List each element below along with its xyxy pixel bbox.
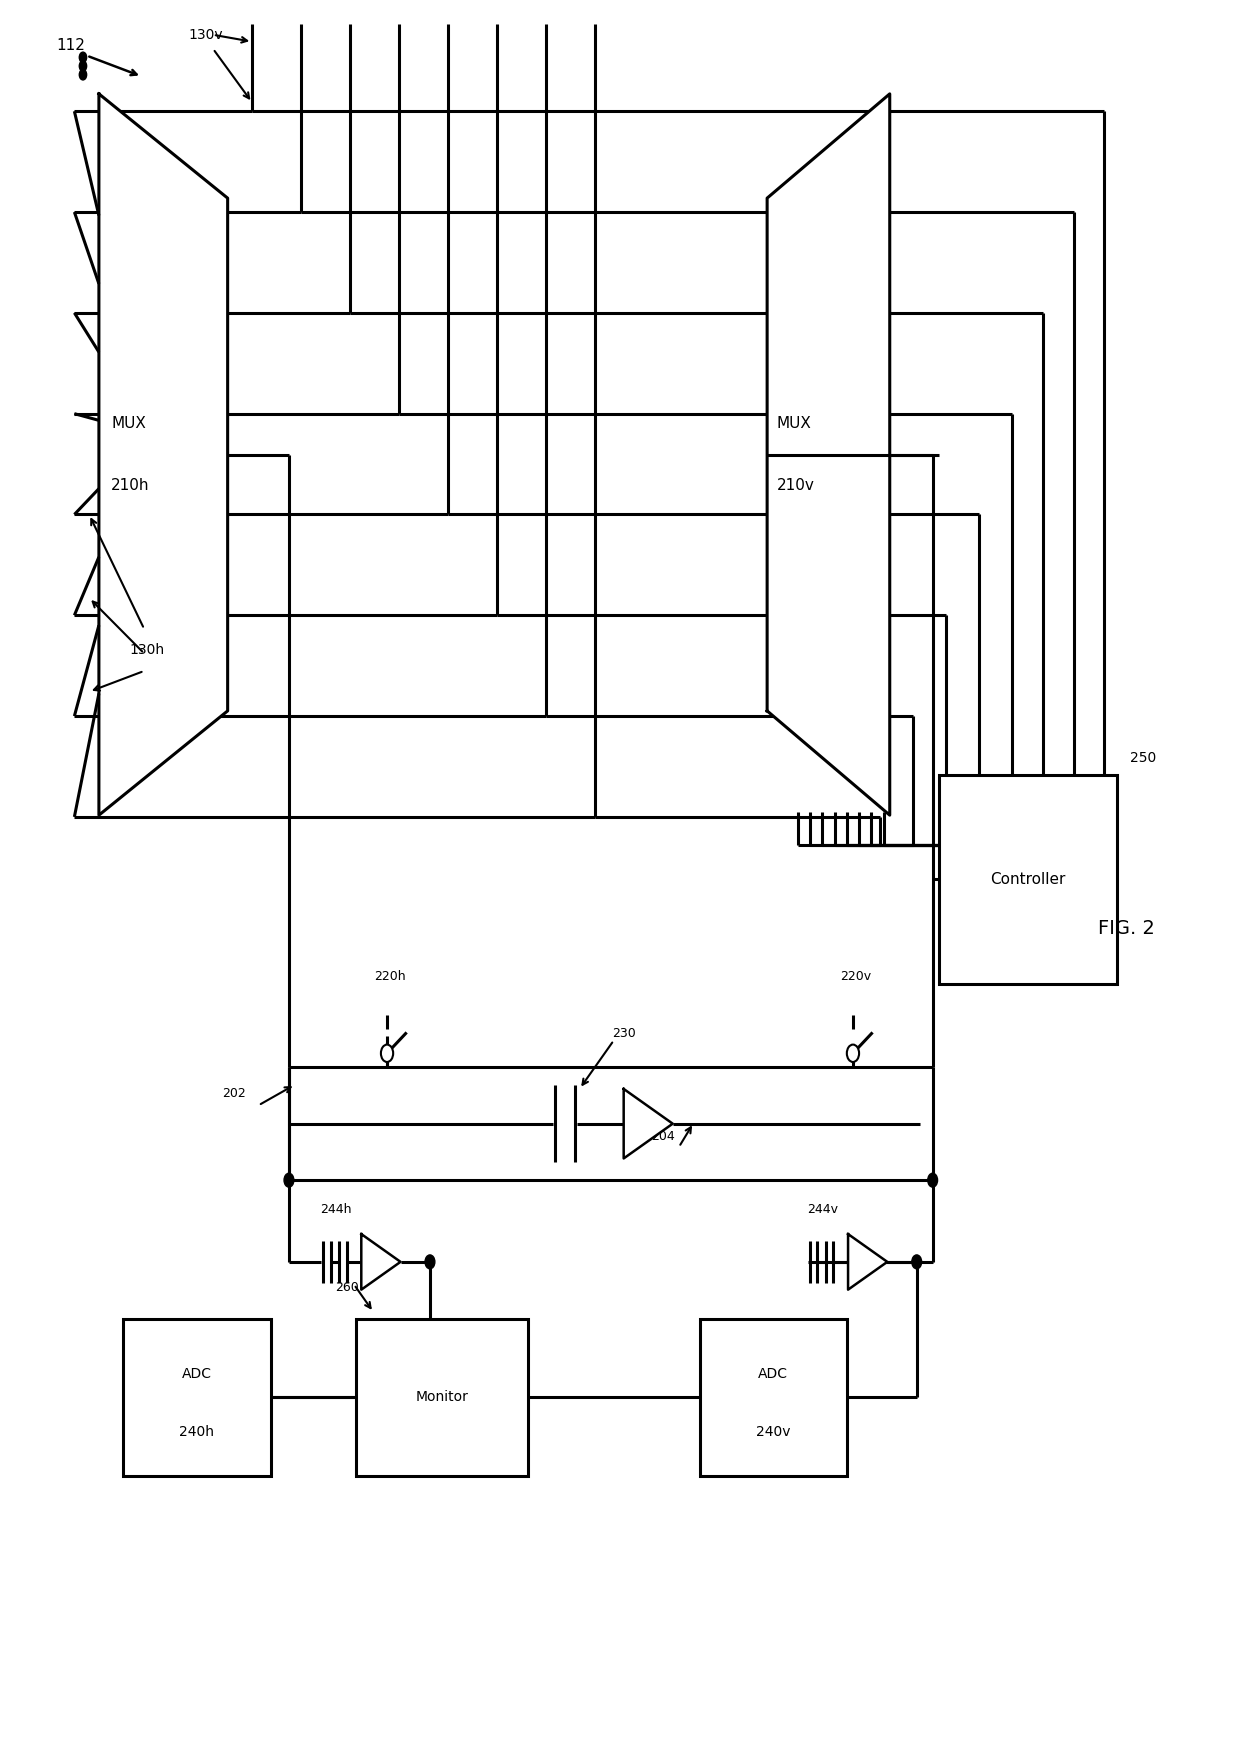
Circle shape <box>847 1044 859 1062</box>
Text: 244h: 244h <box>320 1204 351 1216</box>
Polygon shape <box>361 1233 401 1289</box>
Bar <box>124 1319 270 1475</box>
Bar <box>356 1319 528 1475</box>
Bar <box>939 774 1116 985</box>
Text: Monitor: Monitor <box>415 1391 469 1405</box>
Polygon shape <box>624 1090 673 1158</box>
Circle shape <box>381 1044 393 1062</box>
Circle shape <box>284 1174 294 1188</box>
Text: 244v: 244v <box>807 1204 838 1216</box>
Text: ADC: ADC <box>182 1367 212 1381</box>
Polygon shape <box>768 95 890 815</box>
Text: 204: 204 <box>651 1130 675 1144</box>
Text: Controller: Controller <box>990 872 1065 887</box>
Text: MUX: MUX <box>777 415 812 431</box>
Text: 220h: 220h <box>373 971 405 983</box>
Text: 210v: 210v <box>777 478 815 494</box>
Text: 230: 230 <box>611 1027 636 1039</box>
Text: 112: 112 <box>56 39 84 53</box>
Circle shape <box>79 53 87 63</box>
Text: MUX: MUX <box>112 415 146 431</box>
Text: 210h: 210h <box>112 478 150 494</box>
Text: 240h: 240h <box>180 1424 215 1438</box>
Circle shape <box>911 1254 921 1268</box>
Text: 130v: 130v <box>188 28 223 42</box>
Circle shape <box>79 70 87 81</box>
Polygon shape <box>848 1233 888 1289</box>
Text: 250: 250 <box>1131 752 1157 766</box>
Circle shape <box>928 1174 937 1188</box>
Text: 202: 202 <box>222 1086 246 1100</box>
Polygon shape <box>99 95 228 815</box>
Text: FIG. 2: FIG. 2 <box>1099 918 1154 937</box>
Circle shape <box>79 61 87 72</box>
Bar <box>699 1319 847 1475</box>
Text: 240v: 240v <box>756 1424 791 1438</box>
Text: 220v: 220v <box>839 971 870 983</box>
Text: 260: 260 <box>335 1281 358 1295</box>
Text: 130h: 130h <box>129 643 165 657</box>
Text: ADC: ADC <box>759 1367 789 1381</box>
Circle shape <box>425 1254 435 1268</box>
